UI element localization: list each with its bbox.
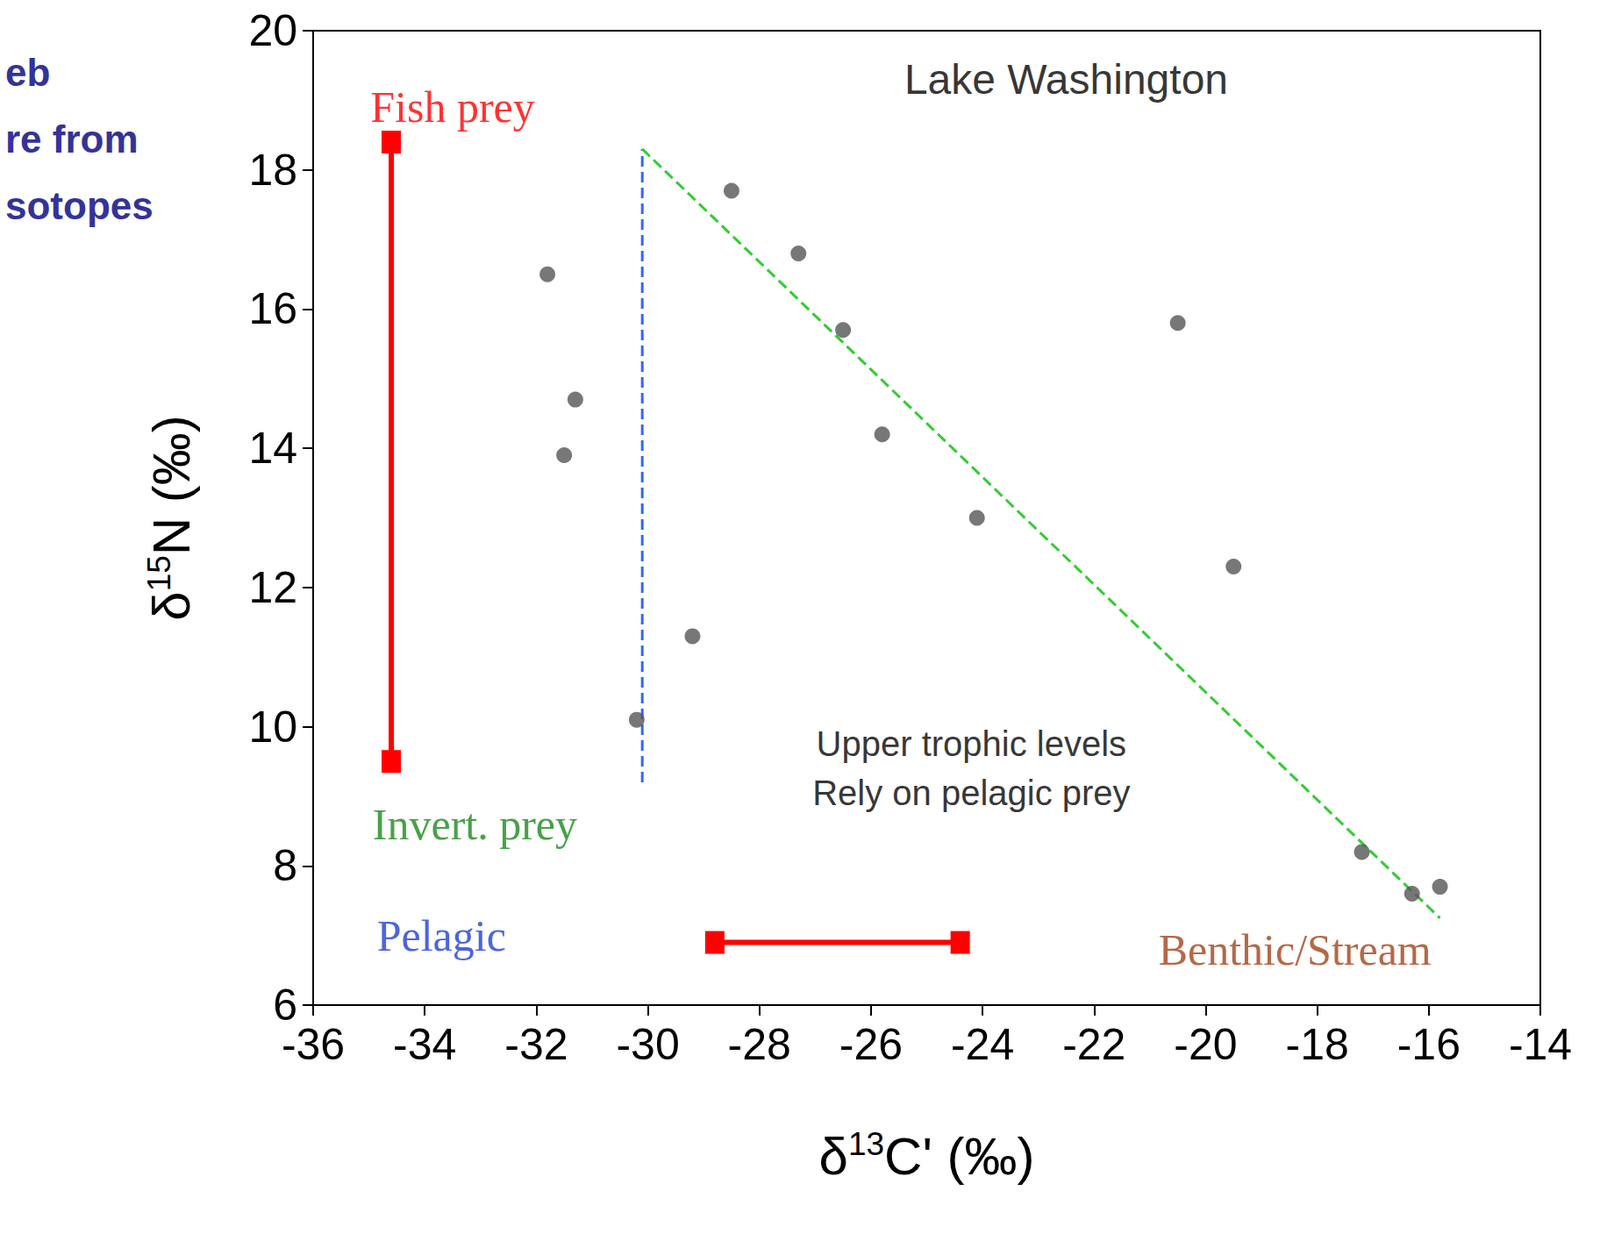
svg-text:δ: δ <box>819 1127 849 1186</box>
svg-text:6: 6 <box>272 980 298 1030</box>
svg-text:12: 12 <box>248 563 298 613</box>
svg-text:15: 15 <box>141 555 178 592</box>
svg-text:-26: -26 <box>839 1020 903 1070</box>
svg-text:Pelagic: Pelagic <box>377 911 507 961</box>
svg-text:δ: δ <box>142 591 201 621</box>
svg-text:re from: re from <box>5 117 139 161</box>
svg-text:Upper trophic levels: Upper trophic levels <box>816 724 1128 764</box>
svg-text:20: 20 <box>248 6 298 56</box>
svg-text:Rely on pelagic prey: Rely on pelagic prey <box>812 773 1130 813</box>
svg-text:N (‰): N (‰) <box>142 414 201 556</box>
svg-text:18: 18 <box>248 145 298 195</box>
svg-text:8: 8 <box>272 841 298 891</box>
svg-text:-18: -18 <box>1285 1020 1350 1070</box>
svg-text:Invert. prey: Invert. prey <box>372 800 578 850</box>
svg-text:C' (‰): C' (‰) <box>884 1127 1035 1186</box>
svg-text:14: 14 <box>248 423 298 473</box>
svg-text:13: 13 <box>848 1126 885 1163</box>
svg-text:-34: -34 <box>392 1020 457 1070</box>
svg-text:-22: -22 <box>1062 1020 1126 1070</box>
svg-text:-28: -28 <box>728 1020 792 1070</box>
svg-text:-24: -24 <box>950 1020 1015 1070</box>
svg-text:-14: -14 <box>1508 1020 1572 1070</box>
svg-text:Fish prey: Fish prey <box>370 82 536 132</box>
svg-text:Benthic/Stream: Benthic/Stream <box>1158 925 1432 975</box>
svg-text:-30: -30 <box>615 1020 679 1070</box>
svg-text:16: 16 <box>248 284 298 334</box>
svg-text:-36: -36 <box>281 1020 345 1070</box>
svg-text:-16: -16 <box>1397 1020 1461 1070</box>
svg-text:Lake Washington: Lake Washington <box>904 56 1229 103</box>
svg-text:eb: eb <box>5 50 50 94</box>
svg-text:10: 10 <box>248 702 298 752</box>
svg-text:sotopes: sotopes <box>5 184 154 228</box>
svg-text:-32: -32 <box>504 1020 568 1070</box>
svg-text:-20: -20 <box>1173 1020 1237 1070</box>
